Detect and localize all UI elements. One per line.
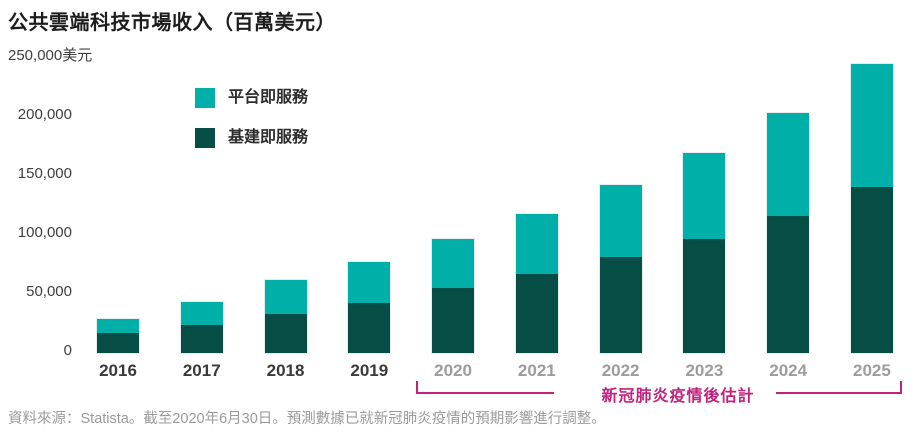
bar-segment-paas — [432, 238, 475, 289]
legend-item-iaas: 基建即服務 — [195, 128, 308, 148]
bar-2023 — [683, 152, 726, 353]
bar-segment-paas — [683, 152, 726, 239]
y-axis-tick-label: 200,000 — [17, 106, 72, 124]
x-axis-label-2022: 2022 — [601, 361, 640, 380]
bar-segment-paas — [348, 261, 391, 303]
bar-segment-paas — [767, 112, 810, 217]
bar-segment-iaas — [432, 288, 475, 353]
bar-segment-iaas — [850, 186, 893, 353]
forecast-bracket-right-tick — [900, 381, 902, 394]
x-axis-label-2016: 2016 — [99, 361, 137, 380]
bar-segment-paas — [599, 185, 642, 257]
x-axis-label-2017: 2017 — [182, 361, 221, 380]
bar-segment-iaas — [599, 256, 642, 353]
forecast-label: 新冠肺炎疫情後估計 — [601, 388, 755, 405]
bar-2020 — [432, 238, 475, 353]
bar-2024 — [767, 112, 810, 353]
bar-segment-iaas — [180, 325, 223, 353]
forecast-bracket-right-line — [776, 392, 902, 394]
bar-2025 — [850, 64, 893, 353]
y-axis-tick-label: 0 — [63, 342, 72, 359]
paas-swatch — [195, 88, 215, 108]
bar-segment-iaas — [683, 238, 726, 353]
bar-2019 — [348, 261, 391, 353]
x-axis-label-2024: 2024 — [769, 361, 808, 380]
bar-segment-iaas — [97, 332, 139, 353]
bar-2018 — [264, 279, 307, 353]
legend-label-paas: 平台即服務 — [228, 89, 309, 106]
iaas-swatch — [195, 128, 215, 148]
source-note: 資料來源：Statista。截至2020年6月30日。預測數據已就新冠肺炎疫情的… — [8, 411, 606, 427]
x-axis-label-2023: 2023 — [685, 361, 724, 380]
x-axis-label-2018: 2018 — [266, 361, 305, 380]
legend-item-paas: 平台即服務 — [195, 88, 308, 108]
bar-segment-iaas — [348, 302, 391, 353]
x-axis-label-2021: 2021 — [517, 361, 556, 380]
x-axis-label-2025: 2025 — [853, 361, 891, 380]
bar-segment-iaas — [264, 314, 307, 353]
legend-label-iaas: 基建即服務 — [228, 129, 309, 146]
bar-2021 — [515, 213, 558, 353]
bar-segment-paas — [97, 318, 139, 333]
page-title: 公共雲端科技市場收入（百萬美元） — [8, 12, 336, 34]
x-axis-label-2019: 2019 — [350, 361, 389, 380]
forecast-bracket-left-line — [416, 392, 554, 394]
bar-segment-iaas — [515, 274, 558, 353]
bar-2022 — [599, 185, 642, 353]
bar-2017 — [180, 302, 223, 353]
bar-segment-paas — [850, 64, 893, 187]
bar-segment-paas — [515, 213, 558, 275]
y-axis-tick-label: 50,000 — [26, 283, 72, 301]
x-axis-label-2020: 2020 — [434, 361, 472, 380]
bar-segment-paas — [264, 279, 307, 315]
y-axis-tick-label: 100,000 — [17, 224, 72, 242]
forecast-bracket-left-tick — [416, 381, 418, 394]
bar-2016 — [97, 318, 139, 353]
y-axis-tick-label: 150,000 — [17, 165, 72, 183]
bar-segment-paas — [180, 302, 223, 326]
y-axis-tick-label: 250,000美元 — [8, 47, 93, 65]
bar-segment-iaas — [767, 216, 810, 353]
